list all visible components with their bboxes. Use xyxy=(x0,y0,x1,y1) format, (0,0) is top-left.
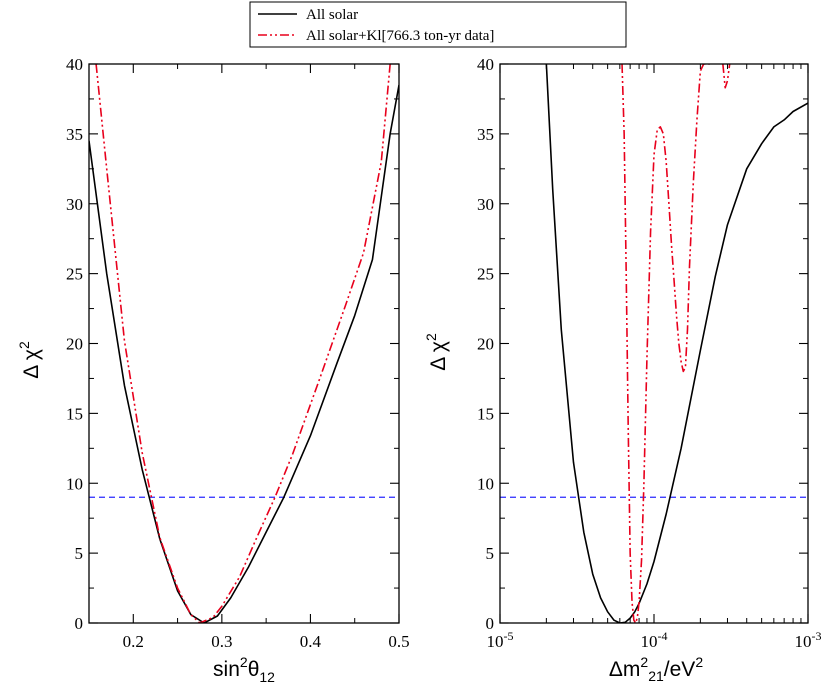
left-ytick-label: 30 xyxy=(66,195,83,214)
legend-label-all-solar: All solar xyxy=(306,7,358,23)
left-ytick-label: 25 xyxy=(66,265,83,284)
legend-box xyxy=(249,1,627,48)
right-ytick-label: 40 xyxy=(477,55,494,74)
left-xtick-label: 0.4 xyxy=(300,632,322,651)
right-ytick-label: 25 xyxy=(477,265,494,284)
right-series-layer xyxy=(545,64,808,623)
left-ticks-layer: 0 5 10 15 20 25 30 35 40 0.2 0.3 0.4 0.5 xyxy=(66,55,410,651)
left-plot-frame xyxy=(88,63,400,624)
left-ytick-label: 35 xyxy=(66,125,83,144)
right-ytick-label: 30 xyxy=(477,195,494,214)
left-series-0 xyxy=(89,84,399,623)
left-ytick-label: 15 xyxy=(66,404,83,423)
right-xtick-label: 10-3 xyxy=(795,629,822,651)
left-xtick-label: 0.2 xyxy=(123,632,144,651)
left-ytick-label: 5 xyxy=(75,544,84,563)
left-ylabel: Δ χ2 xyxy=(16,341,43,379)
right-series-0 xyxy=(545,64,808,623)
right-ticks-layer: 0 5 10 15 20 25 30 35 40 10-5 10-4 10-3 xyxy=(477,55,822,651)
right-xtick-label: 10-5 xyxy=(487,629,514,651)
right-ytick-label: 35 xyxy=(477,125,494,144)
right-series-1 xyxy=(621,64,710,623)
right-ytick-label: 15 xyxy=(477,404,494,423)
right-series-2 xyxy=(722,64,731,89)
left-ytick-label: 0 xyxy=(75,614,84,633)
left-panel: 0 5 10 15 20 25 30 35 40 0.2 0.3 0.4 0.5 Δ χ2 sin2θ1… xyxy=(16,55,410,685)
right-xtick-label: 10-4 xyxy=(641,629,668,651)
right-plot-frame xyxy=(499,63,809,624)
right-xlabel: Δm221/eV2 xyxy=(609,654,703,684)
left-ytick-label: 10 xyxy=(66,474,83,493)
right-panel: 0 5 10 15 20 25 30 35 40 10-5 10-4 10-3 Δ χ2 Δm221/… xyxy=(423,55,822,684)
right-ytick-label: 0 xyxy=(486,614,495,633)
left-ytick-label: 40 xyxy=(66,55,83,74)
left-xtick-label: 0.3 xyxy=(211,632,232,651)
legend-label-all-solar-kl: All solar+Kl[766.3 ton-yr data] xyxy=(306,28,494,44)
left-xtick-label: 0.5 xyxy=(388,632,409,651)
left-ytick-label: 20 xyxy=(66,335,83,354)
left-series-1 xyxy=(95,64,391,623)
left-xlabel: sin2θ12 xyxy=(213,654,275,685)
left-series-layer xyxy=(89,64,399,623)
right-ytick-label: 20 xyxy=(477,335,494,354)
right-ytick-label: 10 xyxy=(477,474,494,493)
right-ytick-label: 5 xyxy=(486,544,495,563)
right-ylabel: Δ χ2 xyxy=(423,333,450,371)
legend: All solar All solar+Kl[766.3 ton-yr data… xyxy=(249,1,627,48)
